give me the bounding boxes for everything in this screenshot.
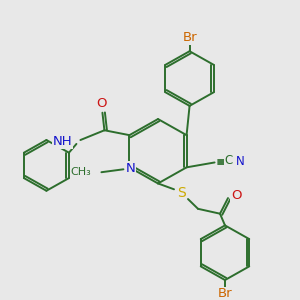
Text: N: N (125, 162, 135, 175)
Text: Br: Br (218, 287, 232, 300)
Text: Br: Br (182, 31, 197, 44)
Text: CH₃: CH₃ (71, 167, 92, 177)
Text: O: O (231, 189, 241, 202)
Text: S: S (178, 186, 186, 200)
Text: C: C (224, 154, 233, 167)
Text: O: O (96, 98, 107, 110)
Text: NH: NH (53, 136, 72, 148)
Text: N: N (236, 155, 245, 168)
